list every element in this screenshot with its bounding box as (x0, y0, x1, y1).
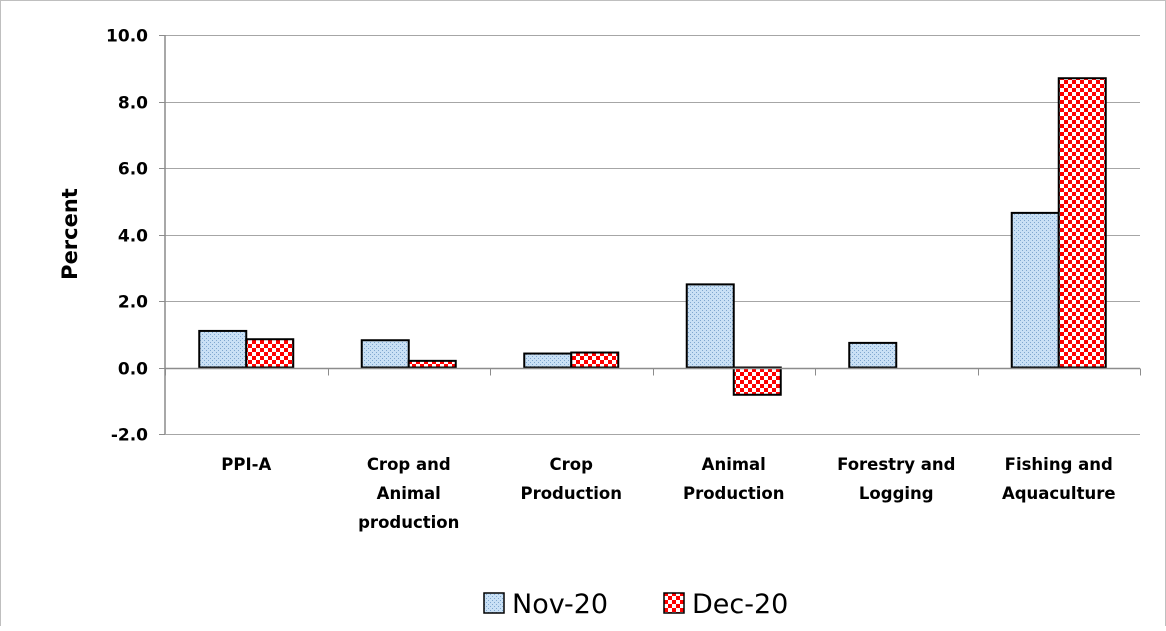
bar-dec-20 (732, 366, 782, 396)
bar-dec-20 (407, 359, 457, 369)
bar-dec-20 (570, 351, 620, 369)
legend-swatch-dec-20 (663, 592, 685, 614)
bar-dec-20 (245, 338, 295, 369)
axes (159, 35, 1141, 435)
y-tick-label: 0.0 (118, 360, 148, 380)
bar-nov-20 (1010, 211, 1060, 369)
x-category-label: PPI-A (221, 455, 271, 474)
y-tick-label: -2.0 (111, 426, 148, 446)
bars (198, 77, 1107, 396)
bar-nov-20 (360, 339, 410, 369)
bar-nov-20 (685, 283, 735, 369)
x-category-label: Crop and Animal production (358, 455, 459, 532)
legend-label-nov-20: Nov-20 (512, 589, 608, 620)
x-category-label: Forestry and Logging (837, 455, 955, 503)
bar-nov-20 (848, 341, 898, 369)
x-category-label: Crop Production (520, 455, 622, 503)
bar-nov-20 (198, 329, 248, 369)
bar-dec-20 (1057, 77, 1107, 369)
x-category-label: Animal Production (683, 455, 785, 503)
legend-label-dec-20: Dec-20 (692, 589, 788, 620)
bar-nov-20 (523, 352, 573, 369)
gridlines (165, 35, 1140, 435)
y-tick-label: 6.0 (118, 160, 148, 180)
y-tick-label: 2.0 (118, 293, 148, 313)
y-tick-label: 10.0 (106, 27, 148, 47)
y-tick-label: 4.0 (118, 227, 148, 247)
legend: Nov-20 Dec-20 (483, 589, 788, 620)
y-tick-label: 8.0 (118, 94, 148, 114)
y-axis-ticks: -2.0 0.0 2.0 4.0 6.0 8.0 10.0 (106, 27, 148, 446)
category-labels: PPI-A Crop and Animal production Crop Product… (221, 455, 1115, 532)
x-category-label: Fishing and Aquaculture (1002, 455, 1116, 503)
legend-swatch-nov-20 (483, 592, 505, 614)
y-axis-title: Percent (58, 188, 82, 280)
